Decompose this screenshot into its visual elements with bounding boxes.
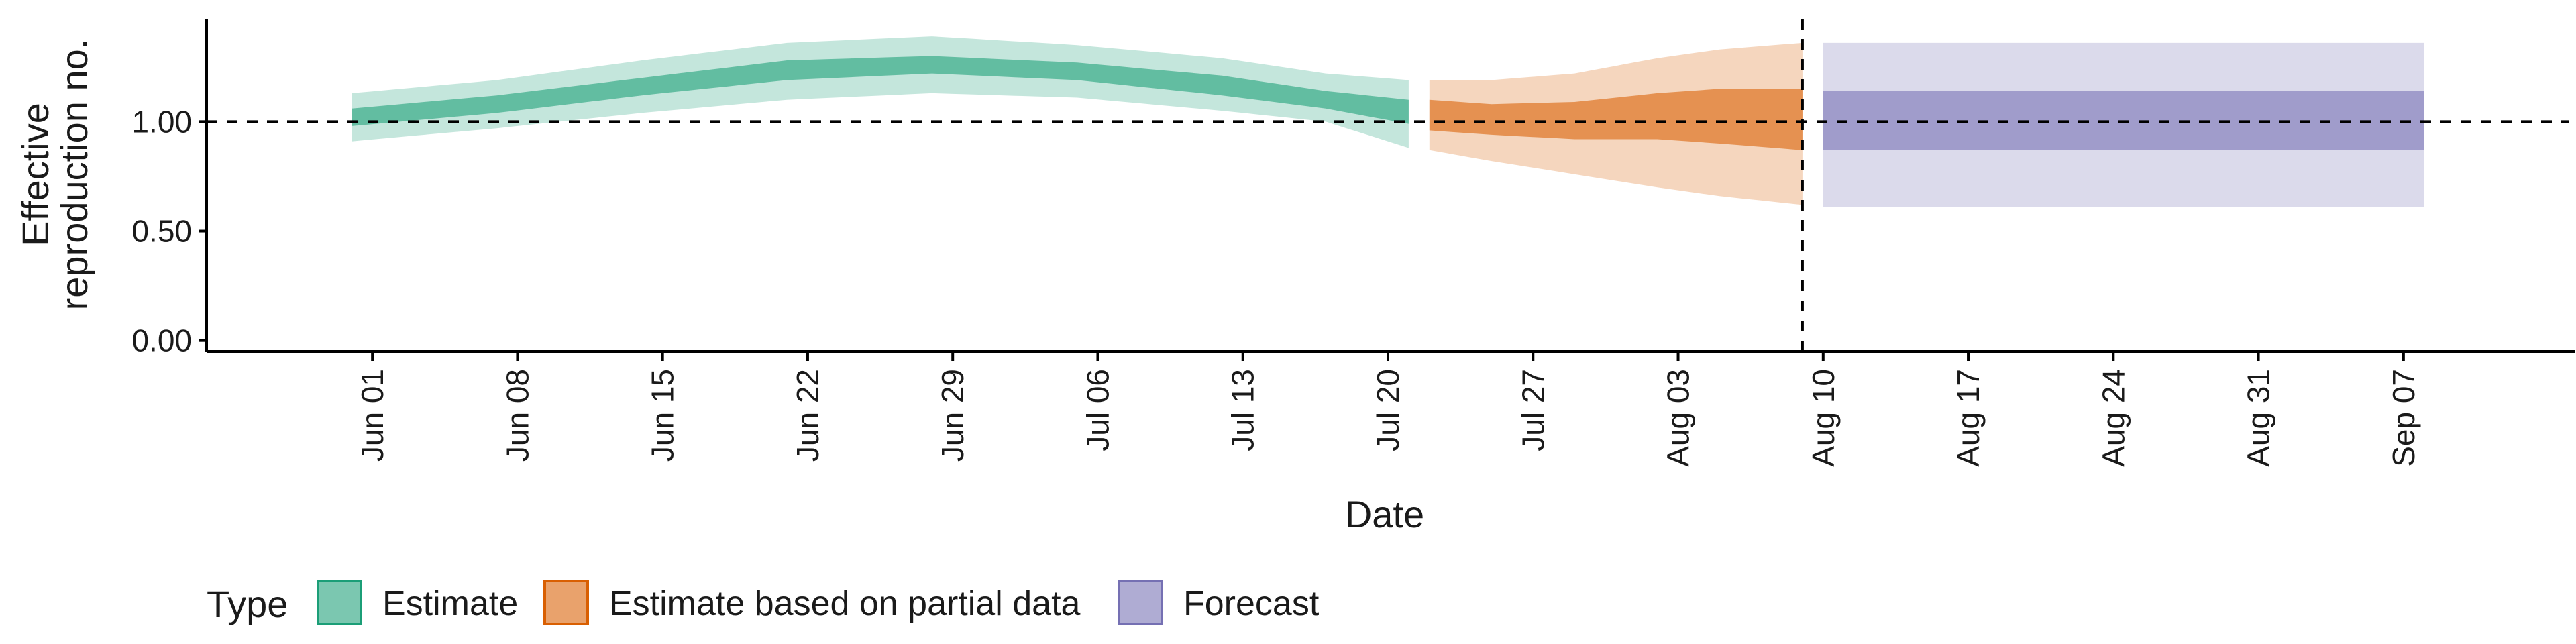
x-tick-label: Jun 08 (500, 369, 535, 462)
legend-title: Type (207, 583, 288, 625)
x-tick-label: Aug 24 (2096, 369, 2131, 467)
band-90-series-0 (352, 36, 1409, 148)
band-50-series-0 (352, 56, 1409, 126)
y-axis-title-line-1: Effective (14, 103, 56, 246)
legend: Type Estimate Estimate based on partial d… (207, 580, 1320, 625)
y-tick-label: 1.00 (131, 104, 192, 139)
x-tick-label: Sep 07 (2386, 369, 2421, 467)
x-tick-label: Jun 15 (645, 369, 680, 462)
y-tick-label: 0.00 (131, 323, 192, 358)
x-tick-label: Jun 22 (790, 369, 825, 462)
x-ticks: Jun 01 Jun 08 Jun 15 Jun 22 Jun 29 Jul 06 Jul … (355, 352, 2421, 467)
x-tick-label: Aug 10 (1806, 369, 1841, 467)
y-ticks: 0.00 0.50 1.00 (131, 104, 207, 358)
legend-key-series-1 (543, 580, 589, 625)
legend-label-series-1: Estimate based on partial data (609, 584, 1081, 623)
legend-label-series-2: Forecast (1183, 584, 1320, 623)
x-tick-label: Jul 27 (1515, 369, 1550, 451)
x-tick-label: Jun 29 (935, 369, 970, 462)
x-tick-label: Jun 01 (355, 369, 390, 462)
x-tick-label: Jul 13 (1226, 369, 1260, 451)
y-axis-title-line-2: reproduction no. (53, 39, 95, 311)
band-50-series-1 (1429, 89, 1803, 150)
x-tick-label: Aug 03 (1661, 369, 1696, 467)
legend-key-series-2 (1118, 580, 1163, 625)
y-tick-label: 0.50 (131, 214, 192, 249)
legend-label-series-0: Estimate (382, 584, 518, 623)
legend-key-series-0 (317, 580, 362, 625)
x-axis-title: Date (1345, 493, 1424, 535)
x-tick-label: Jul 06 (1080, 369, 1115, 451)
bands-layer (352, 36, 2424, 207)
x-tick-label: Aug 17 (1951, 369, 1986, 467)
x-tick-label: Aug 31 (2241, 369, 2276, 467)
x-tick-label: Jul 20 (1371, 369, 1405, 451)
